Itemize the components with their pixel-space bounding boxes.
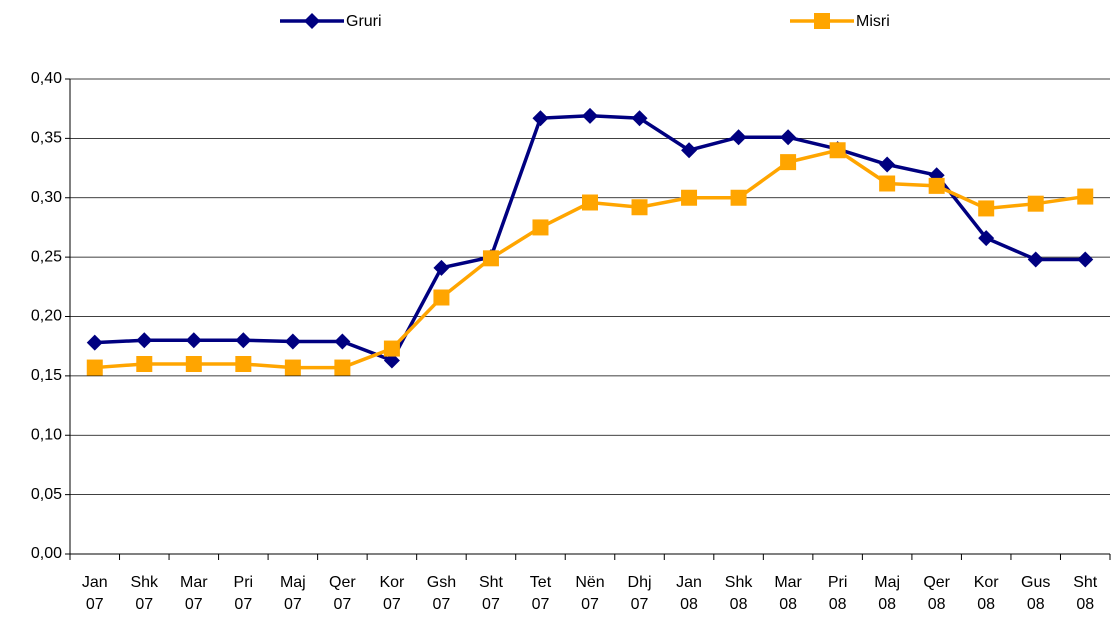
x-tick-label: Qer xyxy=(329,574,356,591)
marker xyxy=(978,200,995,217)
y-tick-label: 0,00 xyxy=(31,545,62,562)
marker xyxy=(681,189,698,206)
marker xyxy=(86,334,103,351)
x-tick-label: Jan xyxy=(82,574,108,591)
marker xyxy=(136,356,153,372)
x-tick-label: 08 xyxy=(829,596,847,613)
x-tick-label: Dhj xyxy=(628,574,652,591)
marker xyxy=(631,110,648,127)
x-tick-label: Shk xyxy=(725,574,754,591)
marker xyxy=(185,332,202,349)
marker xyxy=(284,359,301,376)
marker xyxy=(532,219,549,236)
x-tick-label: 08 xyxy=(680,596,698,613)
x-tick-label: Sht xyxy=(479,574,504,591)
marker xyxy=(235,356,252,372)
x-tick-label: 07 xyxy=(532,596,550,613)
y-tick-label: 0,10 xyxy=(31,426,62,443)
marker xyxy=(730,189,747,206)
marker xyxy=(532,110,549,127)
x-tick-label: 07 xyxy=(185,596,203,613)
marker xyxy=(582,194,598,211)
x-tick-label: Tet xyxy=(530,574,552,591)
legend-marker xyxy=(814,13,830,29)
x-tick-label: Kor xyxy=(974,574,1000,591)
marker xyxy=(185,356,202,372)
marker xyxy=(681,142,698,159)
y-tick-label: 0,30 xyxy=(31,189,62,206)
x-tick-label: 07 xyxy=(284,596,302,613)
marker xyxy=(86,359,103,376)
marker xyxy=(1077,251,1094,268)
legend-marker xyxy=(304,13,320,29)
x-tick-label: Sht xyxy=(1073,574,1098,591)
x-tick-label: Shk xyxy=(130,574,159,591)
marker xyxy=(334,333,351,350)
x-tick-label: 07 xyxy=(482,596,500,613)
x-tick-label: 08 xyxy=(779,596,797,613)
legend-label: Gruri xyxy=(346,13,382,30)
x-tick-label: 08 xyxy=(928,596,946,613)
marker xyxy=(780,129,797,146)
x-tick-label: Maj xyxy=(874,574,900,591)
series-line xyxy=(94,114,1086,363)
y-tick-label: 0,15 xyxy=(31,367,62,384)
x-tick-label: Kor xyxy=(379,574,405,591)
marker xyxy=(582,107,598,124)
x-tick-label: Pri xyxy=(234,574,254,591)
marker xyxy=(879,175,896,192)
marker xyxy=(482,250,499,267)
x-tick-label: Gsh xyxy=(427,574,456,591)
marker xyxy=(433,259,450,276)
x-tick-label: Qer xyxy=(923,574,950,591)
marker xyxy=(730,129,747,146)
x-tick-label: Gus xyxy=(1021,574,1050,591)
marker xyxy=(879,156,896,173)
x-tick-label: 07 xyxy=(234,596,252,613)
x-tick-label: Jan xyxy=(676,574,702,591)
x-tick-label: Mar xyxy=(774,574,802,591)
x-tick-label: 07 xyxy=(135,596,153,613)
x-tick-label: Mar xyxy=(180,574,208,591)
x-tick-label: Pri xyxy=(828,574,848,591)
x-tick-label: 07 xyxy=(86,596,104,613)
marker xyxy=(334,359,351,376)
legend-label: Misri xyxy=(856,13,890,30)
x-tick-label: 07 xyxy=(581,596,599,613)
marker xyxy=(136,332,153,349)
x-tick-label: Maj xyxy=(280,574,306,591)
marker xyxy=(1027,251,1044,268)
x-tick-label: 08 xyxy=(1027,596,1045,613)
marker xyxy=(631,199,648,216)
y-tick-label: 0,20 xyxy=(31,308,62,325)
x-tick-label: 07 xyxy=(433,596,451,613)
marker xyxy=(383,340,400,357)
x-tick-label: Nën xyxy=(575,574,604,591)
x-tick-label: 08 xyxy=(977,596,995,613)
marker xyxy=(829,142,846,159)
marker xyxy=(284,333,301,350)
marker xyxy=(235,332,252,349)
y-tick-label: 0,35 xyxy=(31,130,62,147)
x-tick-label: 07 xyxy=(383,596,401,613)
marker xyxy=(928,177,945,194)
x-tick-label: 07 xyxy=(631,596,649,613)
y-tick-label: 0,25 xyxy=(31,248,62,265)
marker xyxy=(433,289,450,306)
marker xyxy=(978,230,995,247)
y-tick-label: 0,40 xyxy=(31,70,62,87)
x-tick-label: 08 xyxy=(878,596,896,613)
marker xyxy=(780,154,797,171)
marker xyxy=(1077,188,1094,205)
x-tick-label: 08 xyxy=(1076,596,1094,613)
x-tick-label: 08 xyxy=(730,596,748,613)
y-tick-label: 0,05 xyxy=(31,486,62,503)
marker xyxy=(1027,195,1044,212)
x-tick-label: 07 xyxy=(333,596,351,613)
